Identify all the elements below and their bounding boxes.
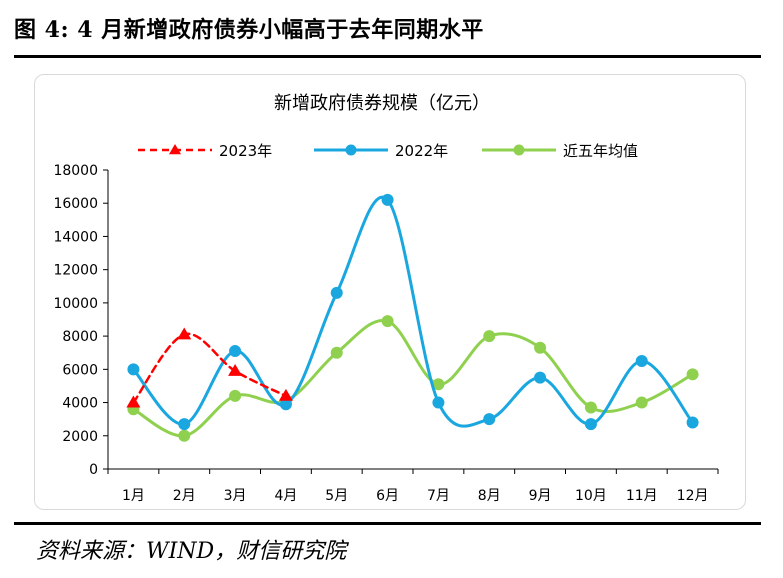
data-point bbox=[686, 416, 699, 429]
data-point bbox=[279, 398, 292, 411]
series-line bbox=[132, 332, 288, 404]
data-point bbox=[584, 401, 597, 414]
y-tick-label: 8000 bbox=[62, 329, 98, 345]
data-point bbox=[381, 193, 394, 206]
legend-swatch-marker bbox=[345, 144, 357, 156]
legend-label: 近五年均值 bbox=[563, 142, 638, 160]
data-point bbox=[534, 341, 547, 354]
x-tick-label: 10月 bbox=[575, 488, 607, 504]
data-point bbox=[483, 330, 496, 343]
data-point bbox=[126, 395, 141, 408]
series-line bbox=[131, 318, 695, 438]
x-tick-label: 1月 bbox=[122, 488, 145, 504]
legend-item-1: 2022年 bbox=[314, 142, 448, 160]
y-tick-label: 4000 bbox=[62, 396, 98, 412]
data-point bbox=[635, 355, 648, 368]
x-tick-label: 12月 bbox=[677, 488, 709, 504]
series-layer bbox=[126, 193, 699, 442]
axes: 0 2000 4000 6000 8000 10000 12000 14000 16000 180… bbox=[53, 163, 719, 504]
data-point bbox=[584, 418, 597, 431]
legend-item-0: 2023年 bbox=[138, 142, 272, 160]
y-tick-label: 14000 bbox=[53, 229, 98, 245]
x-tick-label: 3月 bbox=[224, 488, 247, 504]
legend-swatch-marker bbox=[513, 144, 525, 156]
data-point bbox=[432, 378, 445, 391]
data-point bbox=[178, 429, 191, 442]
data-point bbox=[127, 363, 140, 376]
x-tick-label: 2月 bbox=[173, 488, 196, 504]
data-point bbox=[330, 286, 343, 299]
legend-item-2: 近五年均值 bbox=[482, 142, 638, 160]
data-point bbox=[178, 418, 191, 431]
legend: 2023年 2022年 近五年均值 bbox=[138, 142, 638, 160]
data-point bbox=[278, 388, 293, 401]
x-tick-label: 4月 bbox=[274, 488, 297, 504]
series-0 bbox=[126, 327, 293, 408]
x-tick-label: 6月 bbox=[376, 488, 399, 504]
x-tick-label: 11月 bbox=[626, 488, 658, 504]
data-point bbox=[228, 363, 243, 376]
top-rule bbox=[14, 55, 761, 58]
data-point bbox=[177, 327, 192, 340]
data-point bbox=[229, 345, 242, 358]
data-point bbox=[330, 346, 343, 359]
data-point bbox=[483, 413, 496, 426]
y-tick-label: 10000 bbox=[53, 296, 98, 312]
y-tick-label: 0 bbox=[89, 462, 98, 478]
legend-swatch-marker bbox=[169, 144, 181, 155]
data-point bbox=[534, 371, 547, 384]
series-line bbox=[131, 195, 695, 428]
bottom-rule bbox=[14, 522, 761, 525]
y-tick-label: 2000 bbox=[62, 429, 98, 445]
chart-title: 新增政府债券规模（亿元） bbox=[274, 93, 490, 114]
x-tick-label: 9月 bbox=[529, 488, 552, 504]
data-point bbox=[381, 315, 394, 328]
chart-frame bbox=[34, 74, 746, 510]
series-1 bbox=[127, 193, 699, 431]
legend-label: 2022年 bbox=[395, 142, 448, 160]
x-tick-label: 7月 bbox=[427, 488, 450, 504]
data-point bbox=[635, 396, 648, 409]
source-note: 资料来源：WIND，财信研究院 bbox=[36, 539, 347, 564]
legend-label: 2023年 bbox=[219, 142, 272, 160]
x-tick-label: 5月 bbox=[325, 488, 348, 504]
data-point bbox=[686, 368, 699, 381]
y-tick-label: 16000 bbox=[53, 196, 98, 212]
y-tick-label: 6000 bbox=[62, 362, 98, 378]
x-tick-label: 8月 bbox=[478, 488, 501, 504]
data-point bbox=[432, 396, 445, 409]
figure-title: 图 4: 4 月新增政府债券小幅高于去年同期水平 bbox=[14, 17, 484, 43]
data-point bbox=[229, 389, 242, 402]
y-tick-label: 18000 bbox=[53, 163, 98, 179]
y-tick-label: 12000 bbox=[53, 263, 98, 279]
series-2 bbox=[127, 315, 699, 442]
